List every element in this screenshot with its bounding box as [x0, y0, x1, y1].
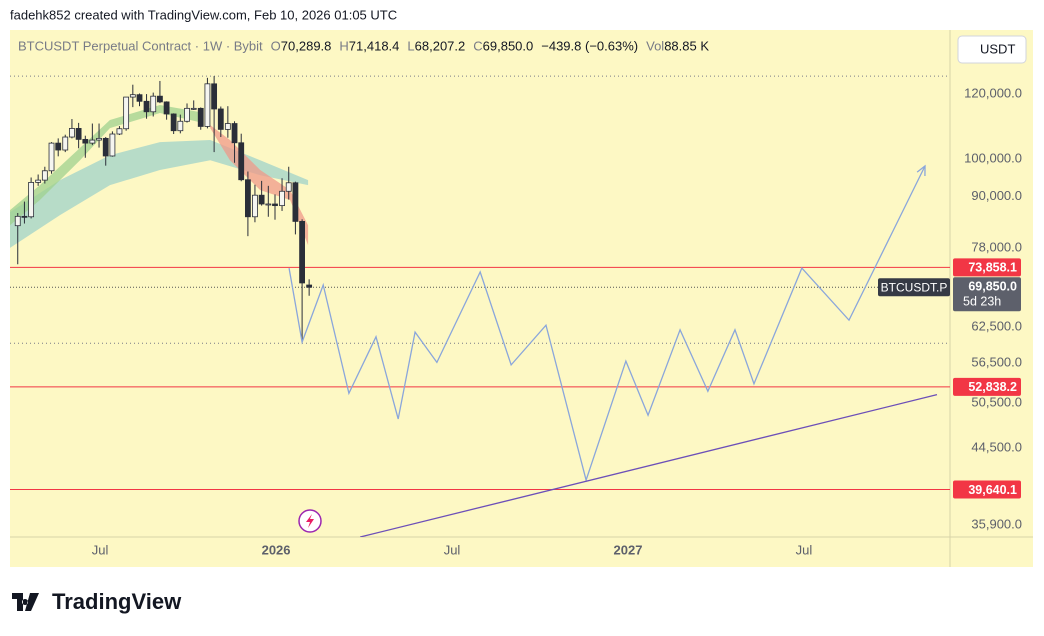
- ohlc-label: C: [473, 38, 482, 53]
- candle-body: [231, 123, 238, 144]
- candle-body: [279, 190, 285, 207]
- candle-body: [123, 96, 130, 130]
- candle-body: [163, 101, 170, 115]
- logo-text: TradingView: [52, 589, 182, 614]
- candle-body: [75, 128, 82, 140]
- axes: BTCUSDT Perpetual Contract · 1W · Bybit O…: [18, 38, 1022, 557]
- level-label-box: [953, 377, 1021, 396]
- indicator-band: [10, 104, 201, 226]
- trend-line: [360, 394, 938, 537]
- candle-body: [299, 221, 306, 284]
- ohlc-value: 71,418.4: [349, 38, 400, 53]
- x-tick-label: Jul: [92, 542, 109, 557]
- y-tick-label: 100,000.0: [964, 151, 1022, 166]
- candle-body: [82, 138, 89, 144]
- candle-body: [265, 203, 272, 206]
- countdown: 5d 23h: [963, 295, 1001, 309]
- ohlc-value: 69,850.0: [483, 38, 534, 53]
- candle-body: [211, 83, 218, 110]
- x-tick-label: Jul: [444, 542, 461, 557]
- volume-value: 88.85 K: [664, 38, 709, 53]
- candle-body: [252, 194, 258, 218]
- change: −439.8 (−0.63%): [541, 38, 638, 53]
- plot: [10, 75, 950, 537]
- candle-body: [184, 107, 190, 122]
- candle-body: [204, 83, 211, 127]
- y-tick-label: 78,000.0: [971, 239, 1022, 254]
- projection-arrowhead: [916, 164, 926, 177]
- ohlc-label: O: [271, 38, 281, 53]
- symbol-title: BTCUSDT Perpetual Contract · 1W · Bybit: [18, 38, 263, 53]
- level-label: 39,640.1: [968, 483, 1017, 497]
- candle-body: [136, 94, 143, 102]
- candle-body: [177, 120, 184, 132]
- x-tick-label: 2026: [262, 542, 291, 557]
- y-tick-label: 44,500.0: [971, 440, 1022, 455]
- credit: fadehk852 created with TradingView.com, …: [10, 7, 397, 22]
- candle-body: [306, 284, 313, 288]
- candle-body: [109, 133, 116, 157]
- candle-body: [55, 142, 62, 151]
- candle-body: [102, 137, 109, 157]
- y-tick-label: 120,000.0: [964, 86, 1022, 101]
- candle-body: [35, 179, 42, 183]
- candle-body: [272, 203, 278, 207]
- candle-body: [157, 95, 163, 103]
- x-tick-label: Jul: [796, 542, 813, 557]
- candle-body: [28, 182, 35, 218]
- last-price-box: [953, 277, 1021, 312]
- candle-body: [292, 182, 299, 222]
- logo-mark: [12, 593, 39, 611]
- candle-body: [96, 137, 102, 141]
- level-label-box: [953, 258, 1021, 277]
- x-tick-label: 2027: [614, 542, 643, 557]
- candle-body: [143, 100, 150, 113]
- ohlc-value: 70,289.8: [281, 38, 332, 53]
- event-bolt: [306, 514, 314, 528]
- y-tick-label: 35,900.0: [971, 516, 1022, 531]
- candle-body: [62, 136, 69, 151]
- y-tick-label: 90,000.0: [971, 188, 1022, 203]
- ohlc-value: 68,207.2: [415, 38, 466, 53]
- overlay: USDT TradingView 73,858.1 52,838.2 39,640.…: [12, 35, 1027, 614]
- candle-body: [245, 179, 251, 218]
- candle-body: [150, 95, 157, 113]
- candle-body: [48, 142, 55, 172]
- candle-body: [41, 170, 48, 181]
- candle-body: [258, 194, 265, 205]
- candle-body: [129, 94, 136, 98]
- y-tick-label: 50,500.0: [971, 394, 1022, 409]
- candle-body: [190, 107, 197, 110]
- candle-body: [197, 107, 204, 127]
- candle-body: [116, 128, 123, 135]
- candle-body: [224, 123, 231, 130]
- candle-body: [170, 113, 177, 132]
- level-label: 52,838.2: [968, 380, 1017, 394]
- candle-body: [14, 215, 21, 227]
- level-label: 73,858.1: [968, 261, 1017, 275]
- candle-body: [217, 108, 224, 130]
- candle-body: [69, 128, 75, 138]
- level-label-box: [953, 480, 1021, 499]
- symbol-box: [878, 278, 950, 297]
- last-price-label: 69,850.0: [968, 280, 1017, 294]
- indicator-band: [10, 140, 309, 248]
- y-tick-label: 62,500.0: [971, 318, 1022, 333]
- candle-body: [89, 139, 96, 144]
- currency-button[interactable]: [957, 35, 1027, 64]
- currency[interactable]: USDT: [980, 41, 1015, 56]
- symbol-label: BTCUSDT.P: [881, 280, 948, 294]
- tv-logo: TradingView: [12, 589, 182, 614]
- ohlc-label: H: [339, 38, 348, 53]
- candle-body: [238, 142, 245, 181]
- projection-line: [288, 165, 926, 483]
- candle-body: [285, 182, 292, 192]
- ohlc-label: L: [407, 38, 414, 53]
- y-tick-label: 56,500.0: [971, 354, 1022, 369]
- volume-label: Vol: [646, 38, 664, 53]
- candle-body: [21, 215, 28, 218]
